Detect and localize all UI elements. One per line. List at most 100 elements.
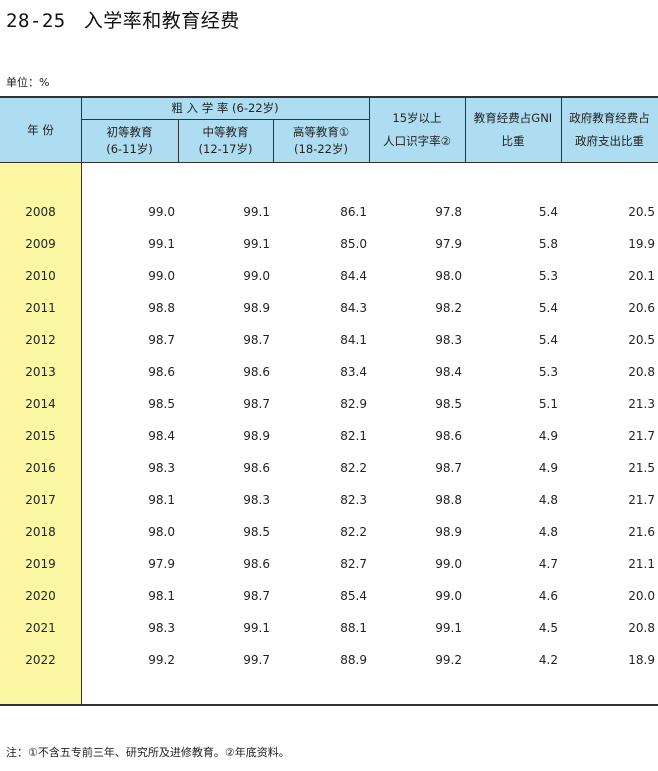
cell-secondary: 99.1: [243, 205, 270, 219]
cell-literacy: 98.2: [435, 301, 462, 315]
year-column-background: [0, 162, 81, 704]
divider-enrollment-sub: [81, 119, 369, 120]
cell-primary: 98.0: [148, 525, 175, 539]
cell-higher: 85.0: [340, 237, 367, 251]
table-row: 2016 98.3 98.6 82.2 98.7 4.9 21.5: [0, 453, 658, 485]
table-row: 2019 97.9 98.6 82.7 99.0 4.7 21.1: [0, 549, 658, 581]
header-secondary: 中等教育 (12-17岁): [178, 119, 273, 162]
table-row: 2010 99.0 99.0 84.4 98.0 5.3 20.1: [0, 261, 658, 293]
table-title-text: 入学率和教育经费: [83, 10, 240, 32]
cell-gov: 20.5: [628, 333, 655, 347]
cell-primary: 99.0: [148, 269, 175, 283]
cell-gni: 4.2: [538, 653, 558, 667]
header-primary-label: 初等教育: [106, 124, 153, 139]
cell-literacy: 98.0: [435, 269, 462, 283]
cell-gni: 4.5: [538, 621, 558, 635]
cell-year: 2015: [25, 429, 56, 443]
cell-gni: 5.3: [538, 365, 558, 379]
bottom-rule: [0, 704, 658, 706]
cell-literacy: 99.2: [435, 653, 462, 667]
cell-year: 2011: [25, 301, 56, 315]
cell-higher: 86.1: [340, 205, 367, 219]
header-secondary-range: (12-17岁): [198, 141, 253, 156]
cell-higher: 88.9: [340, 653, 367, 667]
header-gov: 政府教育经费占 政府支出比重: [561, 98, 658, 162]
header-gni: 教育经费占GNI 比重: [465, 98, 561, 162]
cell-year: 2013: [25, 365, 56, 379]
cell-gni: 5.1: [538, 397, 558, 411]
cell-primary: 98.6: [148, 365, 175, 379]
table-number: 28-25: [6, 10, 66, 32]
header-secondary-label: 中等教育: [202, 124, 249, 139]
cell-secondary: 98.7: [243, 589, 270, 603]
cell-gov: 21.7: [628, 493, 655, 507]
table-row: 2009 99.1 99.1 85.0 97.9 5.8 19.9: [0, 229, 658, 261]
cell-year: 2022: [25, 653, 56, 667]
top-rule: [0, 96, 658, 98]
cell-gni: 5.4: [538, 301, 558, 315]
cell-literacy: 98.3: [435, 333, 462, 347]
table-row: 2008 99.0 99.1 86.1 97.8 5.4 20.5: [0, 197, 658, 229]
cell-primary: 99.2: [148, 653, 175, 667]
header-background: [0, 98, 658, 162]
cell-primary: 98.5: [148, 397, 175, 411]
cell-secondary: 99.7: [243, 653, 270, 667]
header-primary: 初等教育 (6-11岁): [81, 119, 178, 162]
header-literacy: 15岁以上 人口识字率②: [369, 98, 465, 162]
table-row: 2012 98.7 98.7 84.1 98.3 5.4 20.5: [0, 325, 658, 357]
cell-gov: 20.8: [628, 365, 655, 379]
cell-higher: 84.3: [340, 301, 367, 315]
header-year: 年 份: [27, 122, 54, 137]
header-literacy-line2: 人口识字率②: [383, 134, 451, 148]
header-higher-label: 高等教育①: [292, 124, 350, 139]
cell-gov: 20.0: [628, 589, 655, 603]
cell-literacy: 98.5: [435, 397, 462, 411]
cell-year: 2008: [25, 205, 56, 219]
cell-gni: 4.8: [538, 493, 558, 507]
cell-secondary: 98.6: [243, 365, 270, 379]
cell-secondary: 98.9: [243, 301, 270, 315]
table-row: 2011 98.8 98.9 84.3 98.2 5.4 20.6: [0, 293, 658, 325]
cell-literacy: 99.0: [435, 557, 462, 571]
cell-gni: 4.9: [538, 461, 558, 475]
cell-secondary: 99.1: [243, 237, 270, 251]
cell-gov: 20.8: [628, 621, 655, 635]
cell-secondary: 98.3: [243, 493, 270, 507]
unit-label: 单位：%: [6, 76, 50, 89]
cell-literacy: 97.9: [435, 237, 462, 251]
cell-secondary: 98.9: [243, 429, 270, 443]
cell-gni: 5.8: [538, 237, 558, 251]
cell-year: 2014: [25, 397, 56, 411]
divider-enrollment: [369, 98, 370, 162]
table-row: 2021 98.3 99.1 88.1 99.1 4.5 20.8: [0, 613, 658, 645]
table-row: 2013 98.6 98.6 83.4 98.4 5.3 20.8: [0, 357, 658, 389]
cell-gni: 5.3: [538, 269, 558, 283]
cell-secondary: 98.6: [243, 461, 270, 475]
cell-gov: 18.9: [628, 653, 655, 667]
table-row: 2014 98.5 98.7 82.9 98.5 5.1 21.3: [0, 389, 658, 421]
cell-secondary: 98.7: [243, 333, 270, 347]
header-bottom-rule: [0, 162, 658, 163]
cell-higher: 83.4: [340, 365, 367, 379]
cell-gni: 4.8: [538, 525, 558, 539]
cell-gni: 5.4: [538, 333, 558, 347]
header-gni-line1: 教育经费占GNI: [473, 111, 553, 125]
divider-secondary: [273, 119, 274, 162]
cell-gov: 21.7: [628, 429, 655, 443]
cell-primary: 98.1: [148, 493, 175, 507]
cell-higher: 82.7: [340, 557, 367, 571]
cell-higher: 88.1: [340, 621, 367, 635]
cell-higher: 84.4: [340, 269, 367, 283]
table-row: 2020 98.1 98.7 85.4 99.0 4.6 20.0: [0, 581, 658, 613]
cell-secondary: 98.5: [243, 525, 270, 539]
cell-primary: 98.7: [148, 333, 175, 347]
cell-literacy: 98.6: [435, 429, 462, 443]
cell-primary: 98.3: [148, 461, 175, 475]
cell-gni: 4.6: [538, 589, 558, 603]
cell-literacy: 97.8: [435, 205, 462, 219]
cell-gov: 20.6: [628, 301, 655, 315]
table-row: 2017 98.1 98.3 82.3 98.8 4.8 21.7: [0, 485, 658, 517]
cell-year: 2020: [25, 589, 56, 603]
cell-gov: 21.6: [628, 525, 655, 539]
footnote: 注：①不含五专前三年、研究所及进修教育。②年底资料。: [6, 746, 290, 759]
